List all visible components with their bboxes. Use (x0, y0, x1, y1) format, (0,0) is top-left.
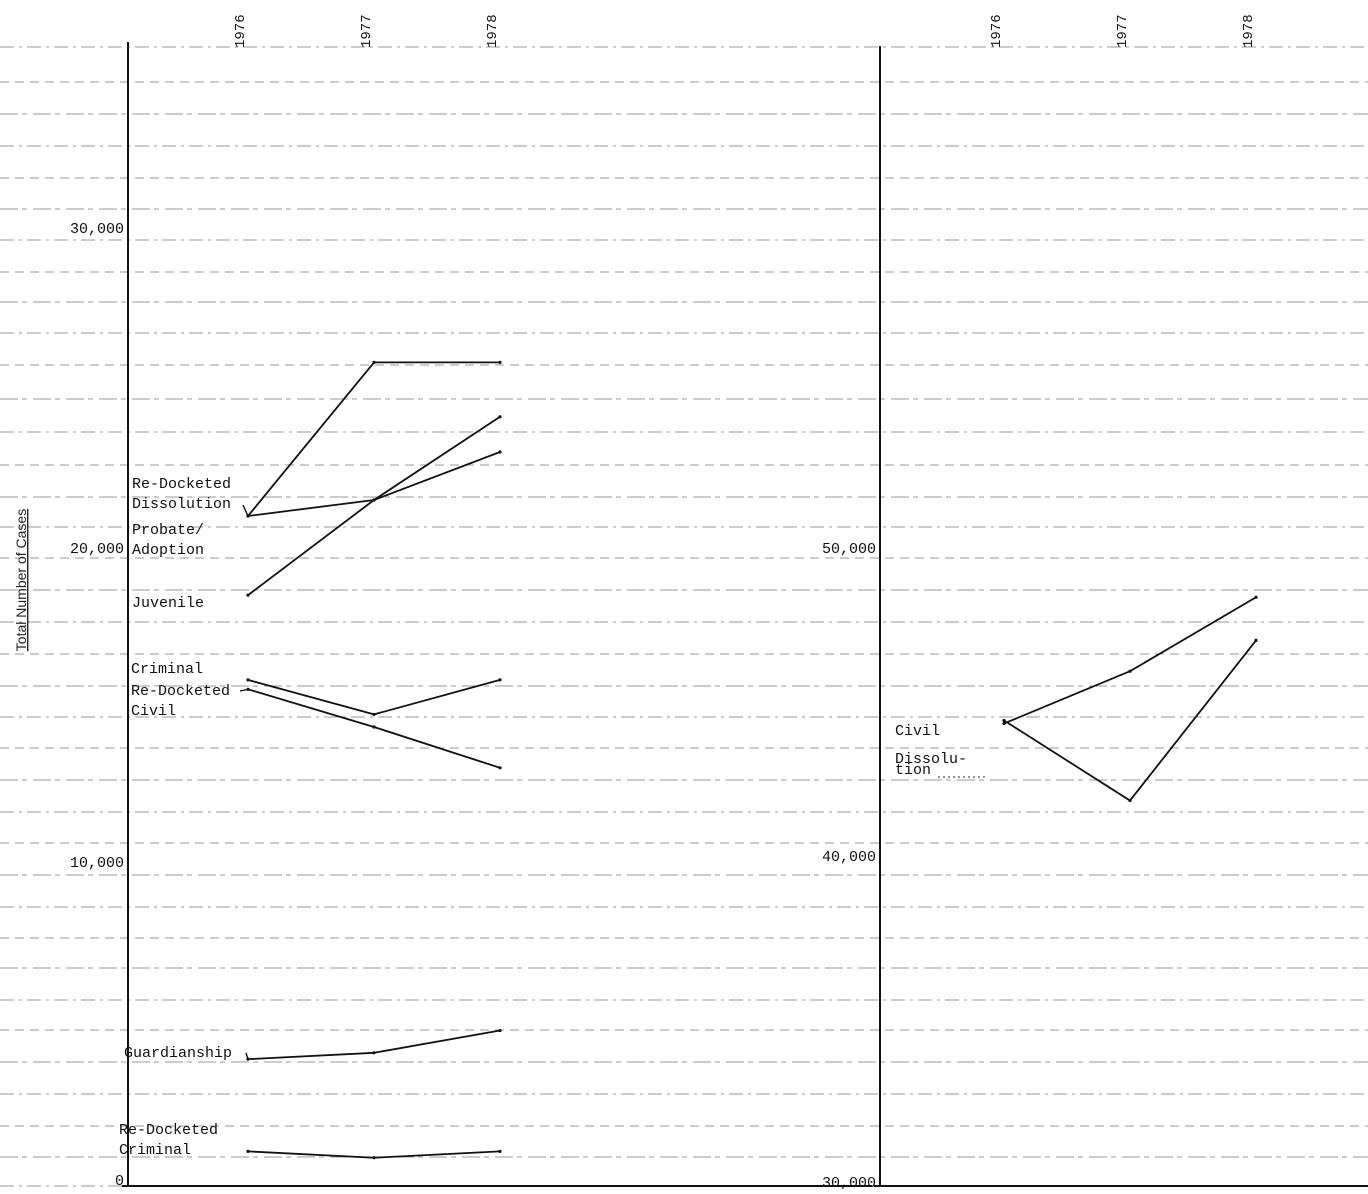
text-layer: 1976 1977 1978 0 10,000 20,000 30,000 Re-Docket… (13, 14, 1257, 1192)
data-point (1002, 718, 1006, 723)
label-connector (245, 1052, 249, 1060)
x-tick-label: 1978 (485, 14, 501, 48)
data-point (372, 725, 376, 729)
series-label: Re-Docketed (132, 476, 231, 493)
y-tick-label: 20,000 (70, 541, 124, 558)
series-label: Probate/ (132, 522, 204, 539)
x-tick-label: 1977 (359, 14, 375, 48)
series-label: Guardianship (124, 1045, 232, 1062)
label-connector (239, 688, 249, 692)
data-point (498, 1149, 502, 1153)
data-point (372, 1051, 376, 1055)
x-tick-label: 1976 (989, 14, 1005, 48)
series-line-guardianship (247, 1029, 501, 1061)
series-layer (239, 360, 1258, 1160)
y-tick-label: 30,000 (70, 221, 124, 238)
data-point (498, 1028, 502, 1033)
x-tick-label: 1977 (1115, 14, 1131, 48)
y-axis-title: Total Number of Cases (13, 509, 29, 651)
series-line-re-docketed-dissolution (247, 361, 500, 517)
grid-layer (0, 46, 1368, 1187)
data-point (372, 498, 376, 502)
y-tick-label: 50,000 (822, 541, 876, 558)
series-label: Dissolu- (895, 751, 967, 768)
series-label: Civil (131, 703, 176, 720)
series-label: Criminal (119, 1142, 191, 1159)
y-tick-label: 0 (115, 1173, 124, 1189)
data-point (372, 1156, 376, 1160)
data-point (498, 415, 502, 419)
series-line-juvenile (247, 416, 501, 596)
axis-layer (122, 42, 1368, 1187)
data-point (246, 514, 250, 518)
y-tick-label: 10,000 (70, 855, 124, 872)
data-point (372, 712, 376, 717)
data-point (1254, 595, 1258, 599)
y-tick-label: 30,000 (822, 1175, 876, 1189)
series-label: Dissolution (132, 496, 231, 513)
series-label: Re-Docketed (119, 1122, 218, 1139)
series-line-criminal (247, 679, 501, 716)
x-tick-label: 1976 (233, 14, 249, 48)
data-point (1254, 638, 1258, 643)
data-point (498, 678, 502, 682)
series-label: Juvenile (132, 595, 204, 612)
label-connector (242, 504, 249, 517)
data-point (498, 450, 502, 454)
series-line-civil (1003, 596, 1257, 725)
data-point (1128, 798, 1132, 803)
y-tick-label: 40,000 (822, 849, 876, 866)
data-point (498, 766, 502, 770)
series-label: Re-Docketed (131, 683, 230, 700)
data-point (372, 360, 376, 364)
series-line-dissolution (1003, 639, 1257, 802)
data-point (246, 678, 250, 682)
data-point (1128, 669, 1132, 673)
data-point (498, 360, 502, 364)
series-line-probate-adoption (247, 451, 501, 517)
data-point (246, 1149, 250, 1153)
series-label: tion (895, 762, 931, 779)
series-label: Adoption (132, 542, 204, 559)
data-point (246, 593, 250, 597)
data-point (1002, 721, 1006, 726)
series-label: Civil (895, 723, 940, 740)
x-tick-label: 1978 (1241, 14, 1257, 48)
series-label: Criminal (131, 661, 203, 678)
